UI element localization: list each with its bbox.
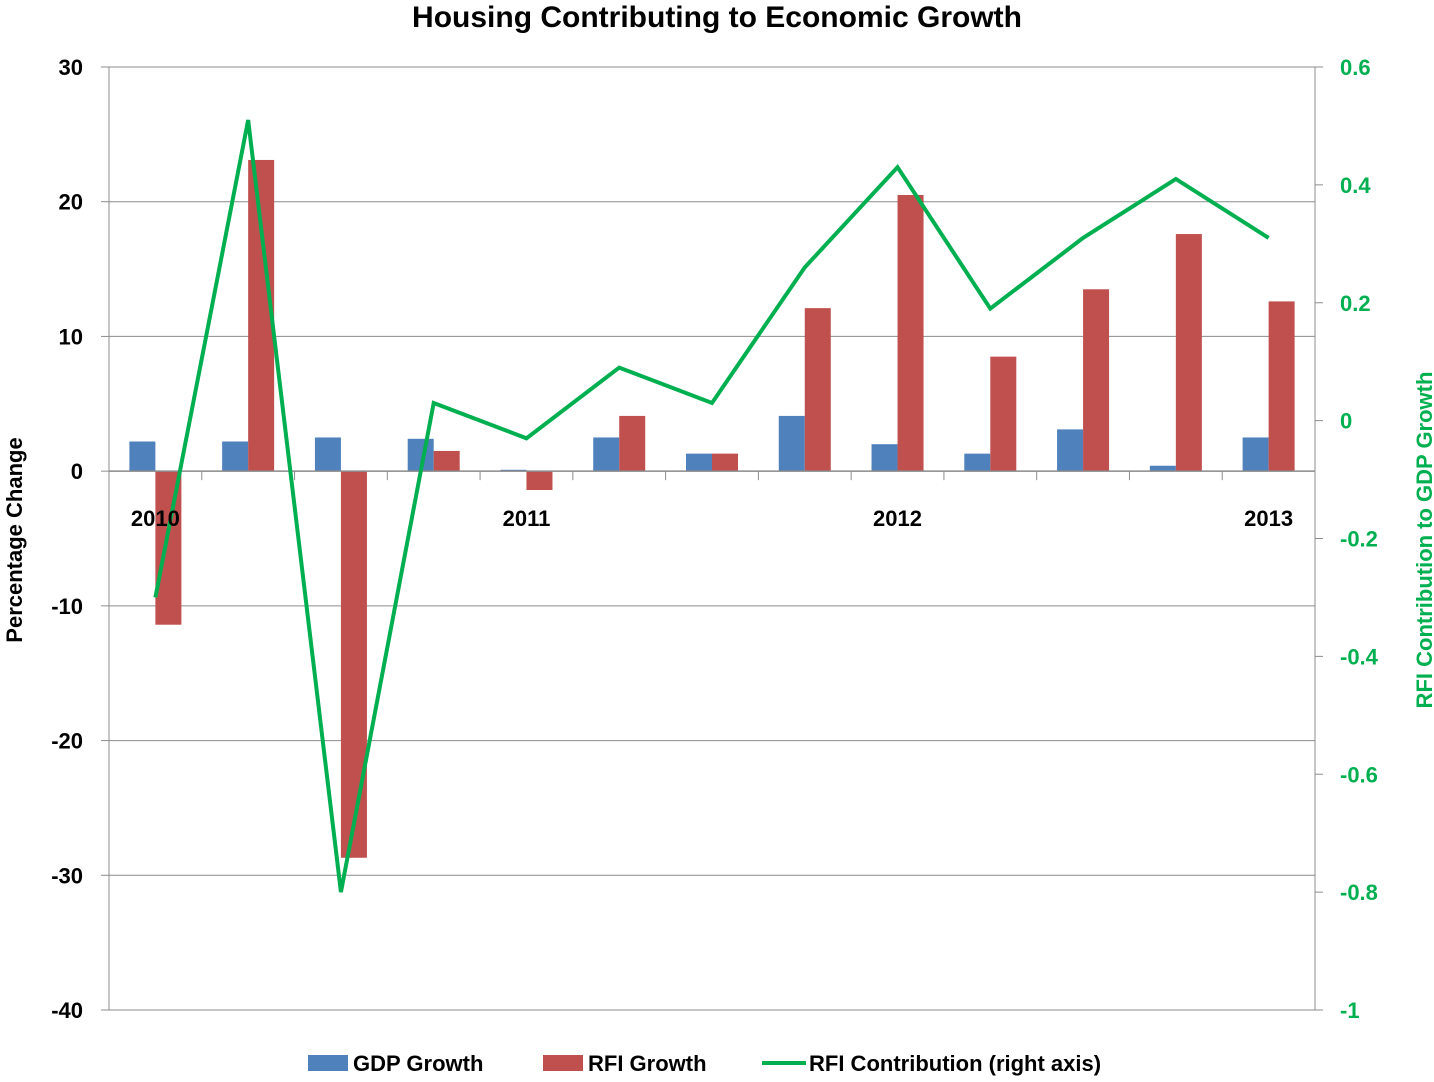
rfi-growth-bar	[526, 471, 553, 491]
gdp-growth-bar	[1057, 429, 1084, 472]
chart-title: Housing Contributing to Economic Growth	[412, 1, 1022, 34]
legend: GDP Growth RFI Growth RFI Contribution (ri…	[308, 1051, 1101, 1076]
y2-tick-label: 0	[1340, 409, 1352, 434]
rfi-growth-bar	[804, 308, 831, 472]
rfi-growth-bar	[897, 194, 924, 472]
gdp-growth-bar	[871, 444, 898, 472]
y2-tick-label: -0.4	[1340, 644, 1379, 669]
y2-tick-label: 0.4	[1340, 173, 1371, 198]
rfi-growth-bar	[1268, 301, 1295, 472]
gdp-growth-bar	[222, 441, 249, 472]
rfi-growth-bar	[712, 453, 738, 472]
y2-tick-label: -0.8	[1340, 880, 1378, 905]
y-tick-label: 30	[59, 55, 83, 80]
y-tick-label: -10	[51, 594, 83, 619]
axes	[101, 66, 1323, 1011]
rfi-growth-bar	[619, 415, 646, 472]
rfi-growth-bar	[433, 450, 460, 472]
y-tick-label: 20	[59, 190, 83, 215]
y-tick-label: -20	[51, 729, 83, 754]
gdp-growth-bar	[593, 437, 620, 472]
x-tick-label: 2010	[131, 506, 180, 531]
gdp-growth-bar	[1149, 465, 1176, 472]
y2-tick-label: -0.2	[1340, 527, 1378, 552]
y2-tick-label: -0.6	[1340, 762, 1378, 787]
rfi-growth-bar	[1083, 289, 1110, 472]
gdp-growth-bar	[129, 441, 156, 472]
y-tick-label: -30	[51, 863, 83, 888]
y2-tick-label: -1	[1340, 998, 1360, 1023]
legend-swatch	[308, 1055, 348, 1071]
y-tick-label: 0	[71, 459, 83, 484]
rfi-growth-bar	[1175, 234, 1202, 472]
rfi-growth-bar	[155, 471, 182, 625]
legend-label: RFI Contribution (right axis)	[809, 1051, 1101, 1076]
gridlines	[109, 66, 1315, 1011]
y-tick-label: 10	[59, 324, 83, 349]
rfi-contribution-line	[153, 119, 1270, 893]
x-tick-label: 2012	[873, 506, 922, 531]
gdp-growth-bar	[686, 453, 712, 472]
y-axis-label: Percentage Change	[2, 437, 27, 642]
x-tick-label: 2013	[1244, 506, 1293, 531]
gdp-growth-bar	[314, 437, 341, 472]
y2-tick-label: 0.6	[1340, 55, 1371, 80]
rfi-growth-bar	[990, 356, 1017, 472]
bars	[129, 159, 1295, 858]
gdp-growth-bar	[964, 453, 991, 472]
y2-axis-label: RFI Contribution to GDP Growth	[1412, 372, 1434, 709]
legend-label: RFI Growth	[588, 1051, 707, 1076]
y2-tick-label: 0.2	[1340, 291, 1371, 316]
x-tick-label: 2011	[503, 506, 551, 531]
legend-swatch	[543, 1055, 583, 1071]
line-series	[153, 119, 1270, 893]
legend-label: GDP Growth	[353, 1051, 483, 1076]
y-tick-label: -40	[51, 998, 83, 1023]
gdp-growth-bar	[778, 415, 805, 472]
gdp-growth-bar	[1242, 437, 1269, 472]
rfi-growth-bar	[340, 471, 367, 858]
tick-labels: 3020100-10-20-30-400.60.40.20-0.2-0.4-0.…	[51, 55, 1378, 1023]
